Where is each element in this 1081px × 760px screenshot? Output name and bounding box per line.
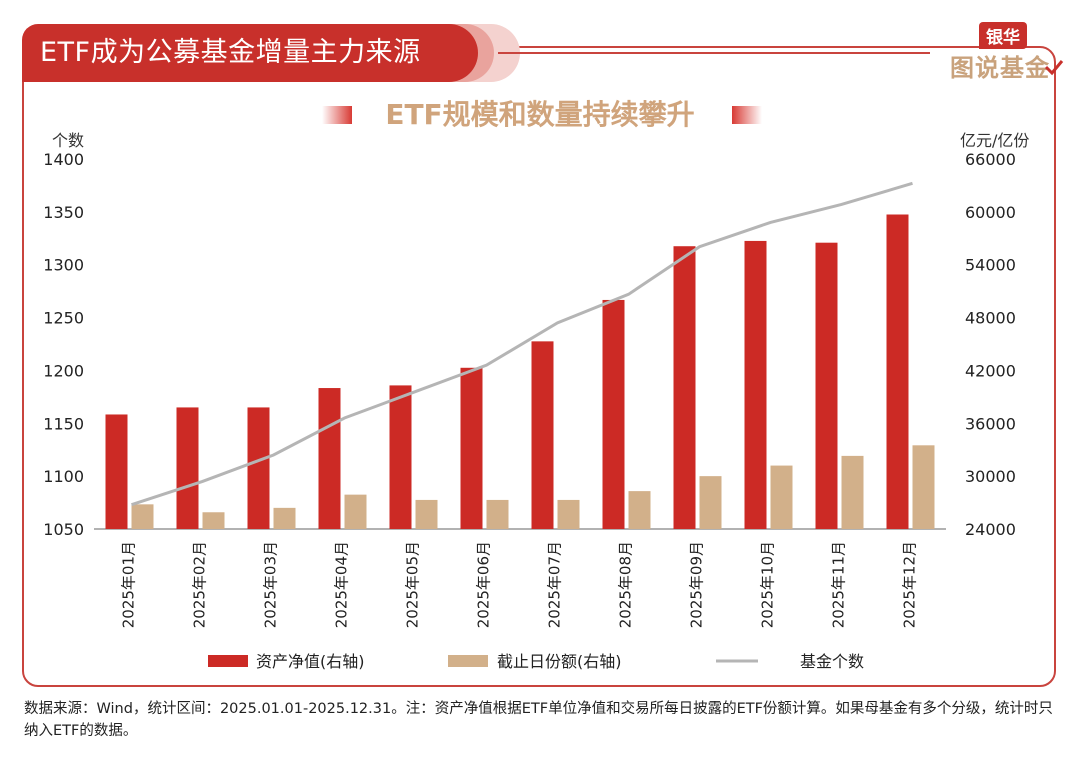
bar-shares (557, 499, 580, 529)
chart-title: ETF规模和数量持续攀升 (310, 96, 770, 136)
logo-tag: 银华 (979, 22, 1027, 49)
bar-net-assets (531, 341, 554, 529)
x-tick-label: 2025年11月 (830, 541, 848, 628)
bar-net-assets (673, 246, 696, 529)
title-banner: ETF成为公募基金增量主力来源 (22, 24, 520, 84)
chart-title-text: ETF规模和数量持续攀升 (385, 98, 695, 131)
bar-net-assets (744, 240, 767, 529)
y-tick-left: 1050 (43, 520, 84, 539)
bar-shares (344, 494, 367, 529)
header-rule (498, 52, 930, 54)
title-accent-right (732, 106, 762, 124)
x-tick-label: 2025年04月 (333, 541, 351, 628)
bar-shares (415, 499, 438, 529)
right-axis-unit: 亿元/亿份 (960, 131, 1029, 150)
bar-net-assets (389, 385, 412, 529)
bar-shares (628, 491, 651, 529)
bar-net-assets (602, 299, 625, 529)
y-tick-right: 66000 (965, 150, 1016, 169)
bar-shares (841, 455, 864, 529)
x-tick-label: 2025年06月 (475, 541, 493, 628)
footnote: 数据来源：Wind，统计区间：2025.01.01-2025.12.31。注：资… (24, 701, 1053, 739)
y-tick-left: 1100 (43, 467, 84, 486)
y-tick-left: 1350 (43, 203, 84, 222)
title-accent-left (322, 106, 352, 124)
bar-shares (202, 512, 225, 529)
line-fund-count (131, 181, 913, 507)
legend-swatch-net-assets (208, 655, 248, 667)
legend-swatch-shares (448, 655, 488, 667)
y-tick-right: 24000 (965, 520, 1016, 539)
y-tick-right: 48000 (965, 309, 1016, 328)
x-tick-label: 2025年12月 (901, 541, 919, 628)
bar-net-assets (176, 407, 199, 529)
legend-label-fund-count: 基金个数 (800, 652, 864, 671)
logo-name: 图说基金 (950, 54, 1050, 82)
y-tick-right: 60000 (965, 203, 1016, 222)
x-tick-label: 2025年03月 (262, 541, 280, 628)
bar-net-assets (105, 414, 128, 529)
bar-net-assets (460, 367, 483, 529)
x-tick-label: 2025年05月 (404, 541, 422, 628)
x-tick-label: 2025年09月 (688, 541, 706, 628)
check-icon (1044, 60, 1064, 76)
y-tick-left: 1200 (43, 361, 84, 380)
y-tick-right: 54000 (965, 256, 1016, 275)
bar-net-assets (318, 388, 341, 529)
y-tick-left: 1150 (43, 414, 84, 433)
x-tick-label: 2025年10月 (759, 541, 777, 628)
left-axis-unit: 个数 (52, 131, 84, 150)
y-tick-right: 42000 (965, 361, 1016, 380)
y-tick-right: 36000 (965, 414, 1016, 433)
legend-label-shares: 截止日份额(右轴) (497, 652, 622, 671)
bar-shares (912, 445, 935, 529)
bar-net-assets (886, 214, 909, 529)
x-tick-label: 2025年02月 (191, 541, 209, 628)
x-tick-label: 2025年01月 (120, 541, 138, 628)
y-tick-left: 1400 (43, 150, 84, 169)
y-tick-left: 1300 (43, 256, 84, 275)
bar-net-assets (815, 242, 838, 529)
y-tick-right: 30000 (965, 467, 1016, 486)
bar-shares (273, 507, 296, 529)
bar-shares (770, 465, 793, 529)
brand-logo: 银华 图说基金 (944, 22, 1064, 82)
bar-shares (131, 504, 154, 529)
x-tick-label: 2025年08月 (617, 541, 635, 628)
bar-shares (486, 499, 509, 529)
bar-net-assets (247, 407, 270, 529)
bar-shares (699, 476, 722, 529)
y-tick-left: 1250 (43, 309, 84, 328)
x-tick-label: 2025年07月 (546, 541, 564, 628)
page-title: ETF成为公募基金增量主力来源 (22, 24, 478, 82)
legend-label-net-assets: 资产净值(右轴) (256, 652, 365, 671)
